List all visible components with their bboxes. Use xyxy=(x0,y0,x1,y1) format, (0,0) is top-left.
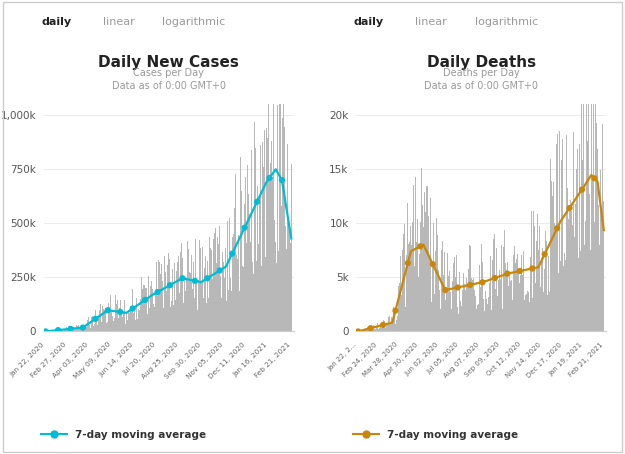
Point xyxy=(378,321,388,329)
Point xyxy=(539,251,549,258)
Point xyxy=(564,204,574,212)
Point xyxy=(165,281,175,289)
Point xyxy=(66,325,76,332)
Point xyxy=(465,281,475,289)
Point xyxy=(152,288,162,296)
Point xyxy=(366,325,376,332)
Point xyxy=(115,308,125,316)
Point xyxy=(78,324,88,331)
Point xyxy=(252,198,262,205)
Text: linear: linear xyxy=(103,17,134,27)
Text: daily: daily xyxy=(354,17,384,27)
Legend: 7-day moving average: 7-day moving average xyxy=(349,426,522,444)
Point xyxy=(239,224,249,231)
Point xyxy=(515,267,525,275)
Point xyxy=(353,328,363,335)
Point xyxy=(190,277,200,285)
Point xyxy=(102,306,112,314)
Text: linear: linear xyxy=(416,17,447,27)
Legend: 7-day moving average: 7-day moving average xyxy=(36,426,210,444)
Point xyxy=(391,307,401,314)
Text: logarithmic: logarithmic xyxy=(474,17,538,27)
Point xyxy=(428,261,438,268)
Point xyxy=(177,275,187,282)
Text: Daily Deaths: Daily Deaths xyxy=(427,55,536,70)
Point xyxy=(478,279,488,286)
Point xyxy=(552,225,562,232)
Point xyxy=(490,274,500,281)
Point xyxy=(503,270,512,277)
Point xyxy=(41,328,51,335)
Point xyxy=(403,259,413,266)
Text: logarithmic: logarithmic xyxy=(162,17,226,27)
Point xyxy=(452,284,462,291)
Point xyxy=(91,315,101,322)
Point xyxy=(227,250,237,257)
Point xyxy=(202,275,212,282)
Point xyxy=(589,175,599,182)
Point xyxy=(140,296,150,303)
Point xyxy=(440,286,450,294)
Point xyxy=(277,177,287,184)
Text: Deaths per Day
Data as of 0:00 GMT+0: Deaths per Day Data as of 0:00 GMT+0 xyxy=(424,68,538,91)
Point xyxy=(415,242,425,250)
Text: ✓: ✓ xyxy=(259,419,269,432)
Text: Cases per Day
Data as of 0:00 GMT+0: Cases per Day Data as of 0:00 GMT+0 xyxy=(112,68,226,91)
Point xyxy=(127,305,138,312)
Point xyxy=(53,326,63,334)
Text: daily: daily xyxy=(41,17,71,27)
Point xyxy=(577,186,587,193)
Point xyxy=(264,174,274,182)
Text: Daily New Cases: Daily New Cases xyxy=(98,55,239,70)
Text: ✓: ✓ xyxy=(572,419,582,432)
Point xyxy=(215,267,225,274)
Point xyxy=(528,265,538,272)
